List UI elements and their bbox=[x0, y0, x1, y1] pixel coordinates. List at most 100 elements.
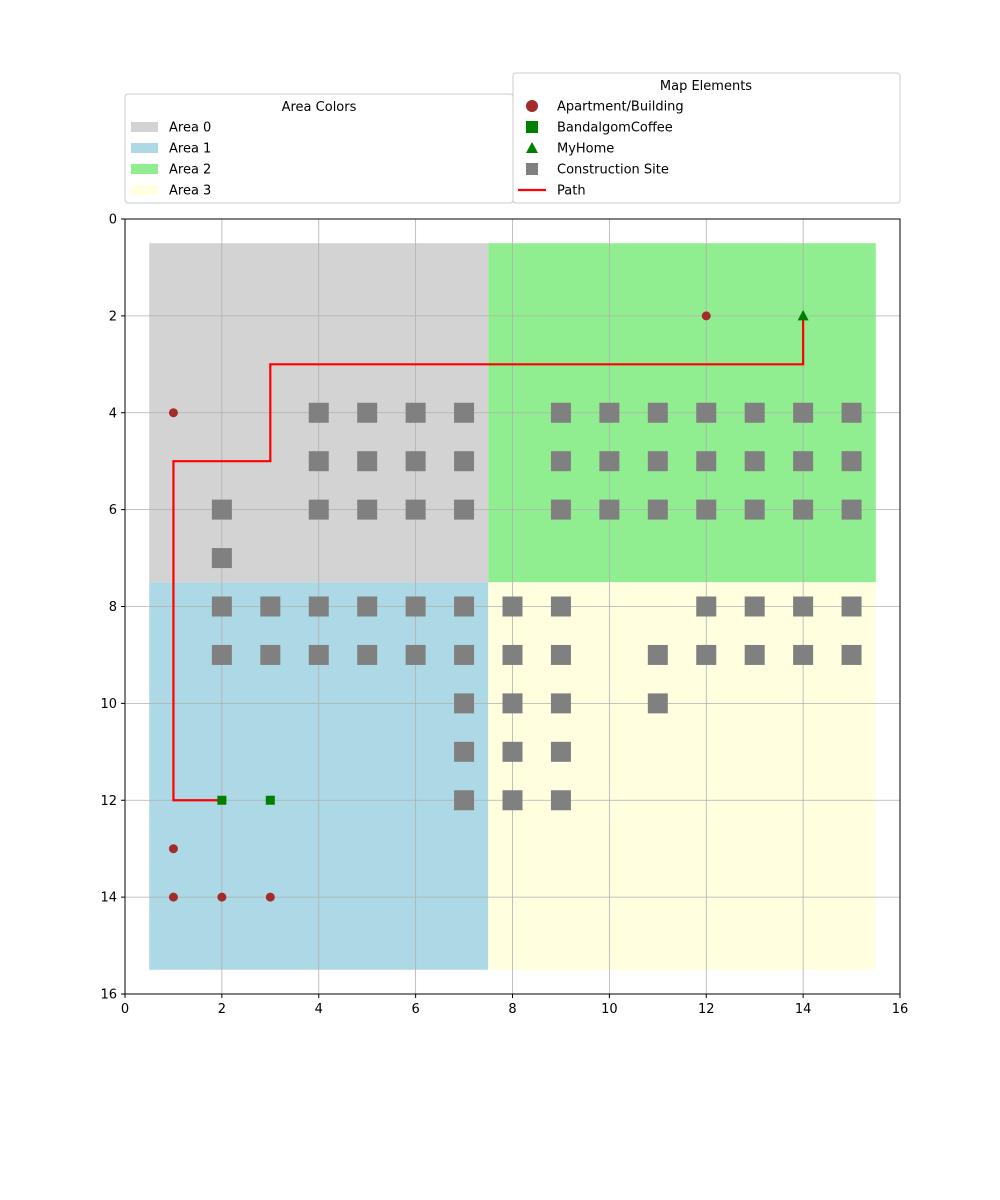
construction-site-marker bbox=[696, 596, 717, 617]
construction-site-marker bbox=[793, 499, 814, 520]
construction-site-marker bbox=[696, 451, 717, 472]
apartment-marker bbox=[168, 844, 178, 854]
construction-site-marker bbox=[793, 451, 814, 472]
x-tick-label: 4 bbox=[315, 1002, 323, 1017]
construction-site-marker bbox=[599, 451, 620, 472]
construction-site-layer bbox=[211, 402, 862, 811]
construction-site-marker bbox=[454, 596, 475, 617]
construction-site-marker bbox=[405, 402, 426, 423]
construction-site-marker bbox=[357, 596, 378, 617]
legend-element-label: Apartment/Building bbox=[557, 100, 684, 115]
construction-site-marker bbox=[841, 402, 862, 423]
construction-site-marker bbox=[454, 644, 475, 665]
legend-area-label: Area 2 bbox=[169, 163, 211, 178]
legend-element-symbol bbox=[526, 121, 538, 133]
legend-element-symbol bbox=[526, 142, 538, 153]
construction-site-marker bbox=[211, 548, 232, 569]
construction-site-marker bbox=[405, 499, 426, 520]
construction-site-marker bbox=[647, 451, 668, 472]
construction-site-marker bbox=[357, 499, 378, 520]
construction-site-marker bbox=[308, 402, 329, 423]
construction-site-marker bbox=[793, 402, 814, 423]
construction-site-marker bbox=[744, 402, 765, 423]
legend-element-label: Path bbox=[557, 184, 586, 199]
x-tick-label: 14 bbox=[795, 1002, 812, 1017]
y-tick-label: 0 bbox=[109, 213, 117, 228]
construction-site-marker bbox=[599, 499, 620, 520]
construction-site-marker bbox=[841, 451, 862, 472]
home-marker bbox=[797, 309, 809, 321]
apartment-marker bbox=[701, 311, 711, 321]
y-tick-label: 14 bbox=[100, 891, 117, 906]
construction-site-marker bbox=[647, 644, 668, 665]
y-tick-label: 6 bbox=[109, 503, 117, 518]
construction-site-marker bbox=[696, 402, 717, 423]
construction-site-marker bbox=[599, 402, 620, 423]
construction-site-marker bbox=[793, 596, 814, 617]
area-3 bbox=[488, 582, 876, 970]
construction-site-marker bbox=[308, 596, 329, 617]
construction-site-marker bbox=[550, 741, 571, 762]
construction-site-marker bbox=[793, 644, 814, 665]
construction-site-marker bbox=[454, 451, 475, 472]
construction-site-marker bbox=[502, 644, 523, 665]
legend-area-title: Area Colors bbox=[282, 100, 357, 115]
construction-site-marker bbox=[308, 499, 329, 520]
coffee-marker bbox=[217, 795, 227, 805]
construction-site-marker bbox=[550, 451, 571, 472]
construction-site-marker bbox=[550, 790, 571, 811]
construction-site-marker bbox=[405, 644, 426, 665]
construction-site-marker bbox=[211, 644, 232, 665]
construction-site-marker bbox=[696, 644, 717, 665]
construction-site-marker bbox=[357, 644, 378, 665]
legend-element-symbol bbox=[526, 163, 538, 175]
construction-site-marker bbox=[550, 596, 571, 617]
legend-area-swatch bbox=[131, 185, 158, 195]
legend-area-label: Area 0 bbox=[169, 121, 211, 136]
x-tick-label: 12 bbox=[698, 1002, 715, 1017]
apartment-marker bbox=[265, 892, 275, 902]
construction-site-marker bbox=[211, 596, 232, 617]
construction-site-marker bbox=[308, 451, 329, 472]
construction-site-marker bbox=[405, 596, 426, 617]
construction-site-marker bbox=[744, 451, 765, 472]
construction-site-marker bbox=[744, 596, 765, 617]
construction-site-marker bbox=[308, 644, 329, 665]
legend-area-label: Area 1 bbox=[169, 142, 211, 157]
construction-site-marker bbox=[454, 790, 475, 811]
legend-element-label: MyHome bbox=[557, 142, 614, 157]
construction-site-marker bbox=[211, 499, 232, 520]
legend-area-colors: Area Colors Area 0 Area 1 Area 2 Area 3 bbox=[124, 93, 514, 204]
coffee-marker bbox=[265, 795, 275, 805]
apartment-marker bbox=[217, 892, 227, 902]
x-tick-label: 8 bbox=[508, 1002, 516, 1017]
construction-site-marker bbox=[502, 693, 523, 714]
apartment-marker bbox=[168, 892, 178, 902]
construction-site-marker bbox=[260, 596, 281, 617]
construction-site-marker bbox=[550, 402, 571, 423]
y-tick-label: 8 bbox=[109, 600, 117, 615]
construction-site-marker bbox=[647, 402, 668, 423]
construction-site-marker bbox=[357, 402, 378, 423]
legend-area-swatch bbox=[131, 143, 158, 153]
y-tick-label: 12 bbox=[100, 794, 117, 809]
x-tick-label: 0 bbox=[121, 1002, 129, 1017]
legend-area-swatch bbox=[131, 164, 158, 174]
tick-layer: 0 2 4 6 8 10 12 14 16 0 2 4 6 8 10 12 14 16 bbox=[100, 213, 908, 1018]
point-layer bbox=[168, 309, 809, 902]
legend-map-elements: Map Elements Apartment/Building Bandalgom… bbox=[512, 72, 901, 204]
construction-site-marker bbox=[841, 596, 862, 617]
legend-elements-title: Map Elements bbox=[660, 79, 752, 94]
construction-site-marker bbox=[502, 741, 523, 762]
legend-element-label: Construction Site bbox=[557, 163, 669, 178]
construction-site-marker bbox=[550, 693, 571, 714]
construction-site-marker bbox=[647, 693, 668, 714]
path-layer bbox=[172, 315, 805, 802]
legend-element-symbol bbox=[526, 100, 538, 112]
x-tick-label: 2 bbox=[218, 1002, 226, 1017]
construction-site-marker bbox=[841, 644, 862, 665]
construction-site-marker bbox=[454, 499, 475, 520]
construction-site-marker bbox=[744, 499, 765, 520]
x-tick-label: 10 bbox=[601, 1002, 618, 1017]
